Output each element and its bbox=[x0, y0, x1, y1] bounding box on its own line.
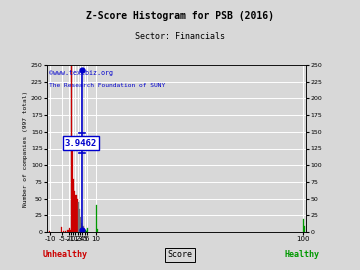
Bar bbox=[77, 199, 78, 232]
Text: ©www.textbiz.org: ©www.textbiz.org bbox=[49, 70, 113, 76]
Text: Score: Score bbox=[167, 250, 193, 259]
Text: Unhealthy: Unhealthy bbox=[42, 250, 87, 259]
Text: Z-Score Histogram for PSB (2016): Z-Score Histogram for PSB (2016) bbox=[86, 11, 274, 21]
Bar bbox=[82, 226, 84, 232]
Bar bbox=[302, 219, 304, 232]
Bar bbox=[60, 227, 62, 232]
Bar bbox=[79, 209, 80, 232]
Text: The Research Foundation of SUNY: The Research Foundation of SUNY bbox=[49, 83, 166, 88]
Bar bbox=[71, 66, 72, 232]
Bar bbox=[69, 228, 70, 232]
Bar bbox=[304, 225, 305, 232]
Bar bbox=[49, 231, 50, 232]
Bar bbox=[70, 230, 71, 232]
Bar bbox=[97, 229, 98, 232]
Bar bbox=[80, 217, 81, 232]
Bar bbox=[76, 195, 77, 232]
Bar bbox=[81, 223, 82, 232]
Bar bbox=[72, 145, 73, 232]
Bar bbox=[73, 179, 74, 232]
Bar bbox=[96, 205, 97, 232]
Bar bbox=[67, 230, 69, 232]
Bar bbox=[85, 230, 86, 232]
Bar bbox=[78, 202, 79, 232]
Bar bbox=[63, 231, 64, 232]
Text: Healthy: Healthy bbox=[285, 250, 320, 259]
Bar bbox=[87, 228, 88, 232]
Bar bbox=[74, 191, 76, 232]
Bar bbox=[86, 231, 87, 232]
Y-axis label: Number of companies (997 total): Number of companies (997 total) bbox=[23, 90, 28, 207]
Bar bbox=[65, 231, 66, 232]
Text: 3.9462: 3.9462 bbox=[65, 139, 97, 148]
Text: Sector: Financials: Sector: Financials bbox=[135, 32, 225, 41]
Bar bbox=[84, 229, 85, 232]
